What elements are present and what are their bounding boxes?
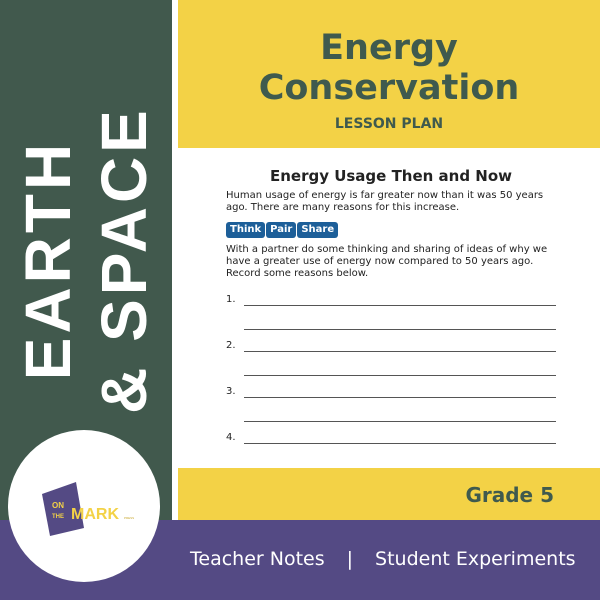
instructions-text: With a partner do some thinking and shar…	[226, 244, 548, 279]
item-number: 4.	[226, 432, 236, 443]
answer-line	[244, 398, 556, 422]
think-pair-share: Think Pair Share	[226, 222, 556, 238]
grade-box: Grade 5	[178, 468, 600, 520]
title-line-1: Energy	[320, 28, 458, 68]
subject-title: EARTH & SPACE	[10, 106, 162, 414]
answer-line	[244, 306, 556, 330]
item-number: 3.	[226, 386, 236, 397]
teacher-notes: Teacher Notes	[190, 548, 325, 570]
svg-text:PRESS: PRESS	[124, 516, 134, 520]
tag-share: Share	[297, 222, 339, 238]
subject-line-1: EARTH	[12, 139, 84, 381]
intro-text: Human usage of energy is far greater now…	[226, 190, 544, 213]
logo-circle	[8, 430, 160, 582]
on-the-mark-logo: ON THE MARK PRESS	[42, 482, 134, 536]
answer-line: 2.	[226, 330, 556, 352]
answer-line: 3.	[226, 376, 556, 398]
tag-think: Think	[226, 222, 266, 238]
svg-text:MARK: MARK	[71, 506, 119, 523]
title-line-2: Conservation	[258, 68, 520, 108]
separator: |	[346, 548, 354, 570]
worksheet-heading: Energy Usage Then and Now	[269, 167, 513, 185]
answer-line: 4.	[226, 422, 556, 444]
grade-label: Grade 5	[465, 483, 554, 507]
title: Energy Conservation	[178, 28, 600, 108]
tag-pair: Pair	[266, 222, 297, 238]
subtitle: LESSON PLAN	[334, 116, 444, 132]
svg-text:THE: THE	[52, 514, 64, 520]
title-box: Energy Conservation LESSON PLAN	[178, 0, 600, 148]
student-experiments: Student Experiments	[375, 548, 576, 570]
answer-line	[244, 352, 556, 376]
item-number: 2.	[226, 340, 236, 351]
svg-text:ON: ON	[52, 501, 64, 510]
item-number: 1.	[226, 294, 236, 305]
worksheet-preview: Energy Usage Then and Now Human usage of…	[226, 167, 556, 444]
subject-line-2: & SPACE	[88, 106, 160, 414]
answer-line: 1.	[226, 284, 556, 306]
